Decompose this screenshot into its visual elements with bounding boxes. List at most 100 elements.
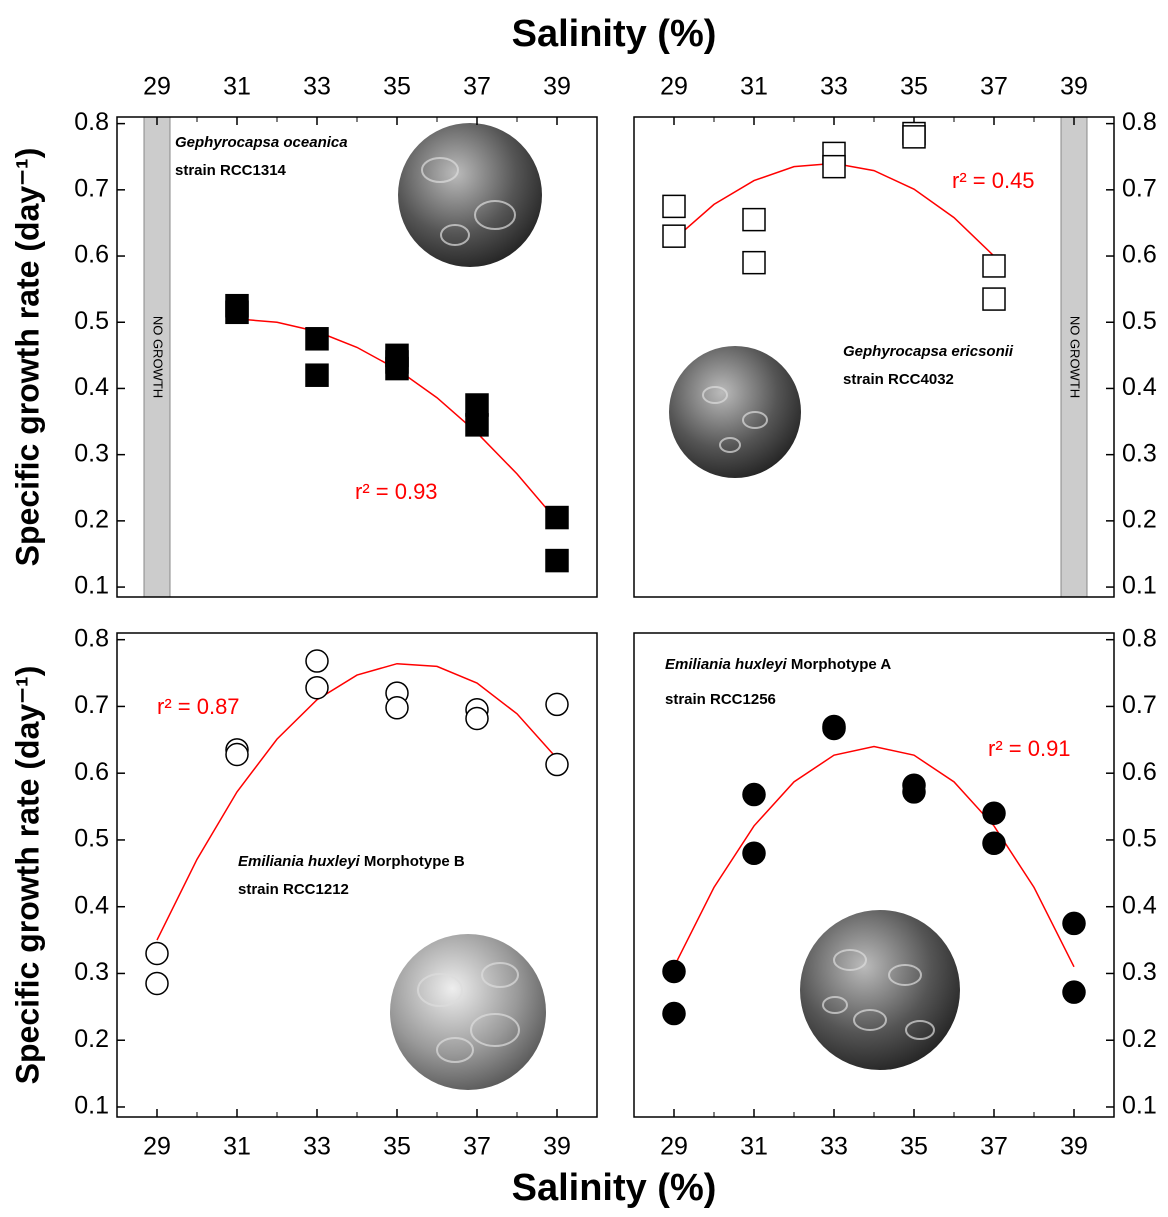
fit-curve bbox=[673, 745, 1075, 968]
y-tick-label: 0.4 bbox=[74, 373, 109, 401]
x-tick-label: 33 bbox=[303, 1133, 331, 1161]
micrograph bbox=[800, 910, 960, 1070]
species-label: Emiliania huxleyi Morphotype B bbox=[238, 853, 465, 870]
y-tick-label: 0.8 bbox=[1122, 624, 1157, 652]
data-point bbox=[742, 782, 766, 807]
y-tick-label: 0.8 bbox=[74, 624, 109, 652]
x-tick-label: 31 bbox=[223, 1133, 251, 1161]
x-tick-label: 29 bbox=[143, 73, 171, 101]
strain-label: strain RCC1212 bbox=[238, 881, 349, 898]
data-point bbox=[822, 716, 846, 741]
y-axis-title: Specific growth rate (day⁻¹) bbox=[9, 666, 45, 1085]
data-point bbox=[545, 548, 569, 573]
data-point bbox=[545, 752, 569, 777]
r2-annotation: r² = 0.45 bbox=[952, 168, 1035, 193]
data-point bbox=[305, 363, 329, 387]
x-tick-label: 39 bbox=[543, 1133, 571, 1161]
y-tick-label: 0.3 bbox=[74, 439, 109, 467]
morphotype: Morphotype B bbox=[364, 853, 465, 870]
species-label: Gephyrocapsa oceanica bbox=[175, 134, 348, 151]
x-tick-label: 35 bbox=[383, 73, 411, 101]
micrograph bbox=[669, 346, 801, 478]
x-axis-title: Salinity (%) bbox=[512, 1167, 717, 1209]
data-point bbox=[305, 675, 329, 700]
r2-annotation: r² = 0.91 bbox=[988, 736, 1071, 761]
y-tick-label: 0.2 bbox=[74, 505, 109, 533]
y-tick-label: 0.8 bbox=[1122, 108, 1157, 136]
x-tick-label: 35 bbox=[900, 73, 928, 101]
x-tick-label: 31 bbox=[223, 73, 251, 101]
y-tick-label: 0.3 bbox=[74, 958, 109, 986]
species-name: Gephyrocapsa ericsonii bbox=[843, 343, 1014, 360]
strain-label: strain RCC1314 bbox=[175, 162, 287, 179]
data-point bbox=[982, 254, 1006, 278]
strain-label: strain RCC1256 bbox=[665, 691, 776, 708]
y-tick-label: 0.5 bbox=[1122, 825, 1157, 853]
x-tick-label: 37 bbox=[463, 73, 491, 101]
y-tick-label: 0.7 bbox=[74, 691, 109, 719]
y-tick-label: 0.2 bbox=[1122, 1025, 1157, 1053]
y-tick-label: 0.3 bbox=[1122, 439, 1157, 467]
x-tick-label: 35 bbox=[900, 1133, 928, 1161]
data-point bbox=[742, 841, 766, 866]
data-point bbox=[385, 696, 409, 720]
species-name: Emiliania huxleyi bbox=[238, 853, 361, 870]
species-name: Emiliania huxleyi bbox=[665, 656, 788, 673]
data-point bbox=[662, 1001, 686, 1026]
micrograph bbox=[390, 934, 546, 1090]
x-tick-label: 33 bbox=[820, 1133, 848, 1161]
strain-label: strain RCC4032 bbox=[843, 371, 954, 388]
x-tick-label: 29 bbox=[660, 1133, 688, 1161]
y-tick-label: 0.6 bbox=[1122, 758, 1157, 786]
data-point bbox=[465, 393, 489, 417]
x-tick-label: 31 bbox=[740, 73, 768, 101]
y-tick-label: 0.4 bbox=[74, 891, 109, 919]
x-tick-label: 29 bbox=[143, 1133, 171, 1161]
r2-annotation: r² = 0.93 bbox=[355, 479, 438, 504]
y-tick-label: 0.6 bbox=[74, 758, 109, 786]
y-axis-title: Specific growth rate (day⁻¹) bbox=[9, 148, 45, 567]
micrographs bbox=[390, 123, 960, 1090]
x-tick-label: 39 bbox=[1060, 73, 1088, 101]
x-tick-label: 37 bbox=[980, 1133, 1008, 1161]
micrograph-detail bbox=[417, 157, 935, 1063]
data-point bbox=[145, 941, 169, 966]
data-point bbox=[305, 649, 329, 673]
y-tick-label: 0.6 bbox=[1122, 241, 1157, 269]
y-tick-label: 0.1 bbox=[1122, 572, 1157, 600]
data-point bbox=[145, 971, 169, 996]
data-point bbox=[545, 505, 569, 530]
y-tick-label: 0.7 bbox=[1122, 691, 1157, 719]
data-point bbox=[982, 801, 1006, 825]
no-growth-label: NO GROWTH bbox=[151, 316, 166, 398]
y-tick-label: 0.7 bbox=[74, 174, 109, 202]
x-tick-label: 35 bbox=[383, 1133, 411, 1161]
data-point bbox=[225, 742, 249, 767]
y-tick-label: 0.4 bbox=[1122, 373, 1157, 401]
data-point bbox=[545, 692, 569, 717]
x-tick-label: 31 bbox=[740, 1133, 768, 1161]
y-tick-label: 0.4 bbox=[1122, 891, 1157, 919]
data-point bbox=[742, 250, 766, 275]
data-point bbox=[662, 194, 686, 219]
y-tick-label: 0.6 bbox=[74, 241, 109, 269]
x-tick-label: 33 bbox=[303, 73, 331, 101]
r2-annotation: r² = 0.87 bbox=[157, 694, 240, 719]
y-tick-label: 0.1 bbox=[74, 1092, 109, 1120]
data-point bbox=[465, 706, 489, 731]
no-growth-band bbox=[143, 116, 171, 598]
x-tick-label: 37 bbox=[463, 1133, 491, 1161]
data-point bbox=[305, 327, 329, 351]
y-tick-label: 0.7 bbox=[1122, 174, 1157, 202]
x-tick-label: 39 bbox=[543, 73, 571, 101]
y-tick-label: 0.2 bbox=[74, 1025, 109, 1053]
y-tick-label: 0.5 bbox=[74, 825, 109, 853]
data-point bbox=[662, 224, 686, 248]
x-tick-label: 29 bbox=[660, 73, 688, 101]
no-growth-label: NO GROWTH bbox=[1068, 316, 1083, 398]
data-point bbox=[982, 287, 1006, 311]
data-point bbox=[385, 356, 409, 381]
data-point bbox=[1062, 911, 1086, 936]
y-tick-label: 0.1 bbox=[74, 572, 109, 600]
